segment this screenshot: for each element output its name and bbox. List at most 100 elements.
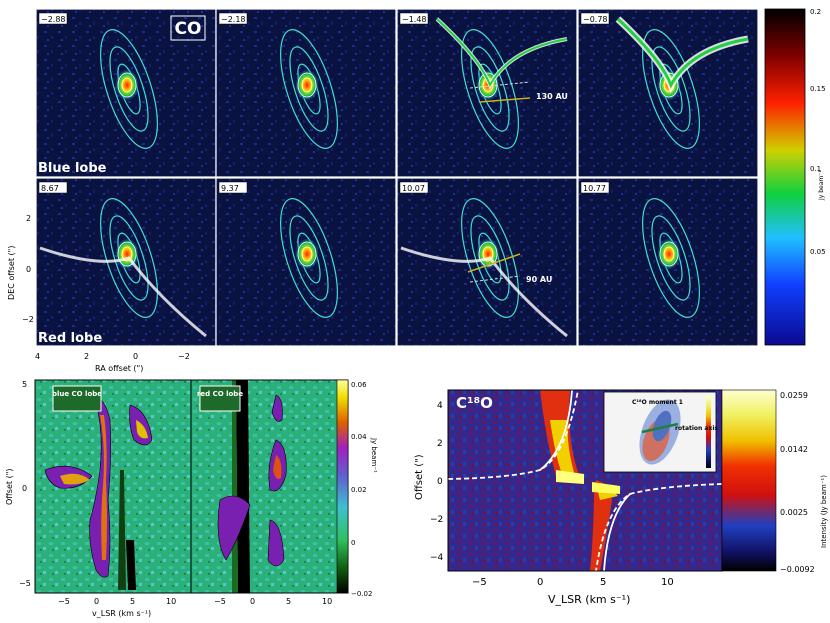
velocity-label: −0.78 [583, 15, 608, 24]
pv-co-xtick-6: 5 [286, 597, 291, 606]
inset-title: C¹⁸O moment 1 [632, 399, 683, 406]
dec-tick-1: 0 [26, 265, 31, 274]
ra-tick-1: 2 [84, 352, 89, 361]
channel-panel-4: 8.67 [35, 177, 217, 347]
envelope-contour [642, 29, 700, 149]
channel-panel-1: −2.18 [215, 8, 397, 178]
pv-co-ylabel: Offset (") [5, 469, 14, 506]
pv-co-xtick-2: 5 [130, 597, 135, 606]
velocity-label: −2.18 [221, 15, 246, 24]
pv-co-ytick-1: 0 [22, 484, 27, 493]
velocity-label: −2.88 [41, 15, 66, 24]
dec-axis-label: DEC offset (") [7, 246, 16, 300]
c18o-xtick-1: 0 [537, 577, 543, 588]
row-label-blue: Blue lobe [38, 161, 107, 176]
ra-axis-label: RA offset (") [95, 364, 143, 373]
scale-90-text: 90 AU [526, 275, 552, 284]
scale-90au: 90 AU [467, 253, 552, 284]
envelope-contour [470, 215, 510, 301]
c18o-cbar-tick-2: 0.0025 [780, 508, 808, 517]
co-colorbar: 0.2 0.15 0.1 0.05 Jy beam⁻¹ [764, 8, 826, 346]
c18o-ylabel: Offset (") [414, 454, 425, 500]
c18o-emission-red [590, 480, 612, 571]
pv-blue-emission [44, 398, 153, 590]
pv-cbar-tick-4: −0.02 [351, 590, 372, 598]
c18o-ytick-3: −2 [430, 515, 443, 525]
pv-cbar-tick-1: 0.04 [351, 433, 367, 441]
envelope-contour [100, 198, 158, 318]
envelope-contour [651, 46, 691, 132]
c18o-ytick-4: −4 [430, 553, 444, 563]
channel-panel-2: −1.48 [396, 8, 578, 178]
pv-co-xtick-1: 0 [94, 597, 99, 606]
envelope-contour [461, 198, 519, 318]
emission-peak [295, 238, 319, 270]
emission-peak [115, 69, 139, 101]
c18o-label: C¹⁸O [456, 394, 493, 412]
c18o-cbar-tick-3: −0.0092 [780, 565, 815, 574]
pv-cbar-unit: Jy beam⁻¹ [370, 437, 378, 473]
ra-tick-2: 0 [133, 352, 138, 361]
pv-co-xtick-4: −5 [214, 597, 226, 606]
row-label-red: Red lobe [38, 331, 102, 346]
ra-tick-0: 4 [35, 352, 40, 361]
co-channel-maps: −2.88 −2.18 −1.48 −0.78 8.67 9.37 10.07 10.77 [35, 8, 759, 347]
pv-co-ytick-2: −5 [19, 579, 31, 588]
co-cbar-tick-3: 0.05 [810, 248, 826, 256]
envelope-contour [461, 29, 519, 149]
pv-red-emission [217, 380, 287, 593]
c18o-xlabel: V_LSR (km s⁻¹) [548, 593, 630, 606]
channel-panel-5: 9.37 [215, 177, 397, 347]
channel-panel-6: 10.07 [396, 177, 578, 347]
c18o-pv-panel: C¹⁸O C¹⁸O moment 1 rotation axis 4 2 0 −… [414, 389, 828, 606]
velocity-label: 8.67 [41, 184, 59, 193]
dec-tick-0: 2 [26, 214, 31, 223]
pv-label-red: red CO lobe [197, 390, 243, 398]
pv-co-xtick-3: 10 [166, 597, 176, 606]
channel-panel-3: −0.78 [577, 8, 759, 178]
envelope-contour [289, 46, 329, 132]
c18o-cbar-tick-1: 0.0142 [780, 445, 808, 454]
envelope-contour [109, 46, 149, 132]
pv-co-xlabel: v_LSR (km s⁻¹) [92, 609, 151, 618]
emission-peak [295, 69, 319, 101]
envelope-contour [470, 46, 510, 132]
envelope-contour [642, 198, 700, 318]
channel-panel-7: 10.77 [577, 177, 759, 347]
co-cbar-tick-1: 0.15 [810, 85, 826, 93]
c18o-xtick-2: 5 [600, 577, 606, 588]
velocity-label: 10.77 [583, 184, 606, 193]
dec-tick-2: −2 [22, 315, 34, 324]
velocity-label: −1.48 [402, 15, 427, 24]
envelope-contour [280, 29, 338, 149]
inset-annotation: rotation axis [675, 425, 718, 432]
c18o-xtick-3: 10 [661, 577, 674, 588]
co-pv-panels: blue CO lobe red CO lobe 5 0 −5 Offset (… [5, 379, 378, 618]
c18o-inset: C¹⁸O moment 1 rotation axis [603, 391, 718, 473]
co-cbar-tick-2: 0.1 [810, 165, 821, 173]
c18o-ytick-1: 2 [437, 439, 443, 449]
channel-axes: 4 2 0 −2 RA offset (") 2 0 −2 DEC offset… [7, 214, 190, 373]
envelope-contour [280, 198, 338, 318]
pv-cbar-tick-2: 0.02 [351, 486, 367, 494]
c18o-cbar-label: Intensity (Jy beam⁻¹) [820, 475, 828, 548]
envelope-contour [651, 215, 691, 301]
scale-130au: 130 AU [469, 81, 568, 103]
pv-label-blue: blue CO lobe [52, 390, 102, 398]
c18o-curve-blue-solid [539, 389, 573, 471]
c18o-ytick-0: 4 [437, 401, 443, 411]
pv-co-xtick-0: −5 [58, 597, 70, 606]
pv-cbar-tick-0: 0.06 [351, 381, 367, 389]
scale-130-text: 130 AU [536, 92, 568, 101]
co-label-text: CO [175, 19, 202, 39]
velocity-label: 9.37 [221, 184, 239, 193]
pv-co-ytick-0: 5 [22, 380, 27, 389]
envelope-contour [289, 215, 329, 301]
co-cbar-tick-0: 0.2 [810, 8, 821, 16]
c18o-ytick-2: 0 [437, 477, 443, 487]
emission-peak [657, 238, 681, 270]
pv-co-xtick-5: 0 [250, 597, 255, 606]
co-cbar-unit: Jy beam⁻¹ [818, 170, 825, 201]
co-molecule-label: CO [170, 15, 206, 41]
